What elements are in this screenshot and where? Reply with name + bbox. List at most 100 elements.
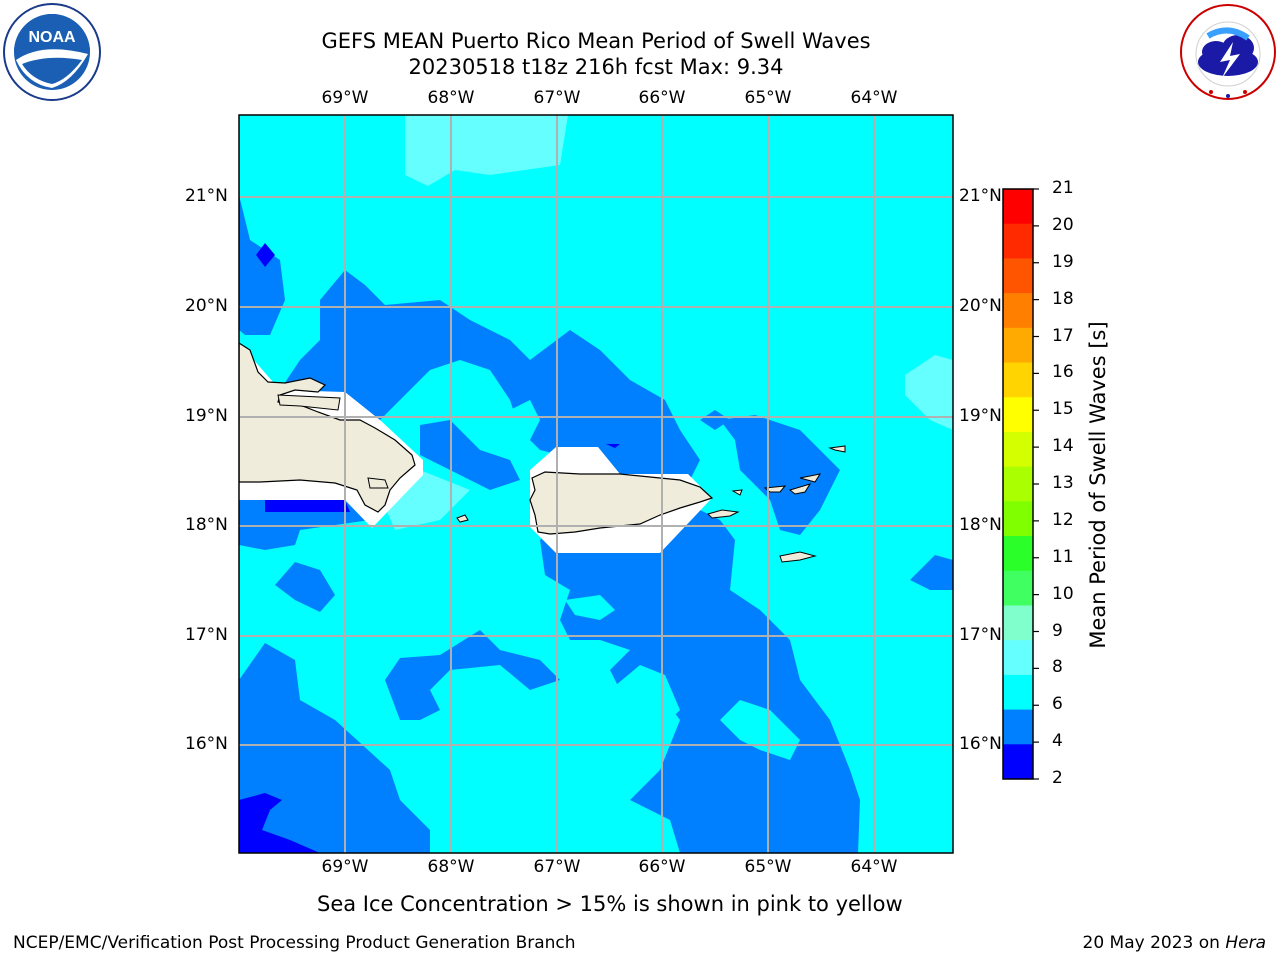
credit-text: NCEP/EMC/Verification Post Processing Pr… [13, 933, 576, 953]
swell-period-4-6-region [700, 410, 730, 430]
island-outline [367, 477, 389, 489]
colorbar-label: Mean Period of Swell Waves [s] [1086, 321, 1110, 649]
host-name: Hera [1225, 933, 1266, 953]
latitude-label: 20°N [185, 296, 228, 316]
swell-period-2-4-region [265, 500, 350, 512]
colorbar-tick-label: 20 [1052, 214, 1074, 235]
latitude-label: 19°N [185, 406, 228, 426]
colorbar-segment [1003, 605, 1033, 641]
swell-period-4-6-region [280, 270, 860, 853]
colorbar-segment [1003, 674, 1033, 711]
svg-text:NOAA: NOAA [28, 29, 76, 46]
longitude-label: 65°W [744, 88, 792, 108]
longitude-label: 68°W [427, 88, 475, 108]
colorbar-tick-label: 4 [1052, 731, 1063, 752]
colorbar-tick-label: 11 [1052, 546, 1074, 567]
swell-period-4-6-region [239, 195, 285, 335]
swell-period-4-6-region [275, 562, 335, 612]
island-outline [707, 509, 740, 519]
hispaniola-coast [239, 342, 416, 513]
latitude-label: 17°N [185, 625, 228, 645]
longitude-label: 64°W [850, 857, 898, 877]
swell-period-6-8-region [510, 400, 540, 440]
latitude-label: 18°N [185, 515, 228, 535]
sea-ice-note: Sea Ice Concentration > 15% is shown in … [317, 892, 903, 916]
swell-period-2-4-region [256, 243, 275, 267]
colorbar-segment [1003, 327, 1033, 364]
colorbar-segment [1003, 397, 1033, 433]
longitude-label: 66°W [638, 88, 686, 108]
swell-period-4-6-region [239, 643, 430, 853]
longitude-label: 67°W [533, 88, 581, 108]
swell-period-4-6-region [720, 415, 840, 535]
latitude-label: 16°N [185, 734, 228, 754]
swell-period-6-8-region [565, 595, 615, 620]
colorbar-tick-label: 21 [1052, 178, 1074, 198]
colorbar-tick-label: 13 [1052, 473, 1074, 493]
island-outline [788, 483, 812, 495]
nws-logo [1180, 4, 1276, 100]
island-outline [456, 514, 469, 523]
longitude-label: 65°W [744, 857, 792, 877]
colorbar-tick-label: 14 [1052, 436, 1074, 457]
colorbar-segment [1003, 709, 1033, 745]
island-outline [277, 394, 341, 411]
colorbar-segment [1003, 466, 1033, 502]
longitude-label: 66°W [638, 857, 686, 877]
latitude-label: 19°N [959, 406, 1002, 426]
swell-period-4-6-region [910, 555, 953, 590]
longitude-label: 69°W [321, 88, 369, 108]
colorbar-segment [1003, 189, 1033, 225]
colorbar-tick-label: 10 [1052, 583, 1074, 604]
colorbar-segment [1003, 223, 1033, 259]
latitude-label: 20°N [959, 296, 1002, 316]
puerto-rico-coast [529, 471, 714, 535]
swell-period-8-9-region [905, 355, 953, 430]
colorbar-segment [1003, 744, 1033, 780]
colorbar-tick-label: 18 [1052, 288, 1074, 309]
swell-period-2-4-region [239, 793, 320, 853]
island-outline [779, 551, 817, 563]
colorbar-tick-label: 12 [1052, 509, 1074, 530]
latitude-label: 17°N [959, 625, 1002, 645]
map-frame [238, 114, 954, 854]
date-text: 20 May 2023 on Hera [1082, 933, 1267, 953]
island-outline [799, 473, 822, 483]
swell-period-2-4-region [606, 444, 620, 448]
colorbar-tick-label: 17 [1052, 325, 1074, 346]
longitude-label: 64°W [850, 88, 898, 108]
colorbar-segment [1003, 293, 1033, 329]
colorbar-tick-label: 16 [1052, 362, 1074, 383]
colorbar-tick-label: 9 [1052, 620, 1063, 641]
swell-period-4-6-region [385, 630, 560, 720]
longitude-label: 68°W [427, 857, 475, 877]
island-outline [828, 445, 846, 453]
latitude-label: 21°N [185, 186, 228, 206]
chart-title: GEFS MEAN Puerto Rico Mean Period of Swe… [321, 29, 871, 53]
map-gridlines [239, 115, 953, 853]
colorbar-segment [1003, 362, 1033, 398]
latitude-label: 18°N [959, 515, 1002, 535]
colorbar-segment [1003, 431, 1033, 468]
colorbar-segment [1003, 570, 1033, 606]
contour-fields [239, 115, 953, 853]
latitude-label: 16°N [959, 734, 1002, 754]
colorbar-tick-label: 15 [1052, 399, 1074, 420]
colorbar-segment [1003, 258, 1033, 294]
noaa-logo: NOAA [3, 3, 101, 101]
swell-period-8-9-region [405, 115, 568, 186]
colorbar [1002, 188, 1039, 780]
colorbar-tick-label: 8 [1052, 657, 1063, 678]
colorbar-tick-label: 2 [1052, 768, 1063, 788]
longitude-label: 69°W [321, 857, 369, 877]
colorbar-segment [1003, 536, 1033, 572]
colorbar-segment [1003, 501, 1033, 537]
colorbar-tick-label: 19 [1052, 251, 1074, 272]
colorbar-tick-label: 6 [1052, 694, 1063, 715]
latitude-label: 21°N [959, 186, 1002, 206]
longitude-label: 67°W [533, 857, 581, 877]
swell-period-4-6-region [420, 420, 520, 490]
island-outline [731, 489, 743, 496]
colorbar-segment [1003, 640, 1033, 676]
